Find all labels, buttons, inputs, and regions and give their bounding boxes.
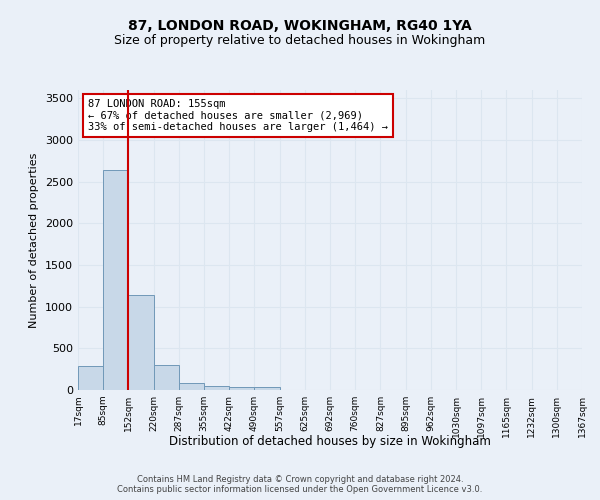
Bar: [179, 382, 204, 390]
Bar: [78, 366, 103, 390]
Text: Contains HM Land Registry data © Crown copyright and database right 2024.: Contains HM Land Registry data © Crown c…: [137, 475, 463, 484]
Bar: [128, 295, 154, 390]
Y-axis label: Number of detached properties: Number of detached properties: [29, 152, 40, 328]
Bar: [154, 366, 179, 390]
Bar: [229, 387, 254, 390]
Text: 87, LONDON ROAD, WOKINGHAM, RG40 1YA: 87, LONDON ROAD, WOKINGHAM, RG40 1YA: [128, 19, 472, 33]
Text: Size of property relative to detached houses in Wokingham: Size of property relative to detached ho…: [115, 34, 485, 47]
Bar: [254, 387, 280, 390]
Text: Contains public sector information licensed under the Open Government Licence v3: Contains public sector information licen…: [118, 485, 482, 494]
Text: Distribution of detached houses by size in Wokingham: Distribution of detached houses by size …: [169, 435, 491, 448]
Bar: [103, 170, 128, 390]
Text: 87 LONDON ROAD: 155sqm
← 67% of detached houses are smaller (2,969)
33% of semi-: 87 LONDON ROAD: 155sqm ← 67% of detached…: [88, 99, 388, 132]
Bar: [204, 386, 229, 390]
